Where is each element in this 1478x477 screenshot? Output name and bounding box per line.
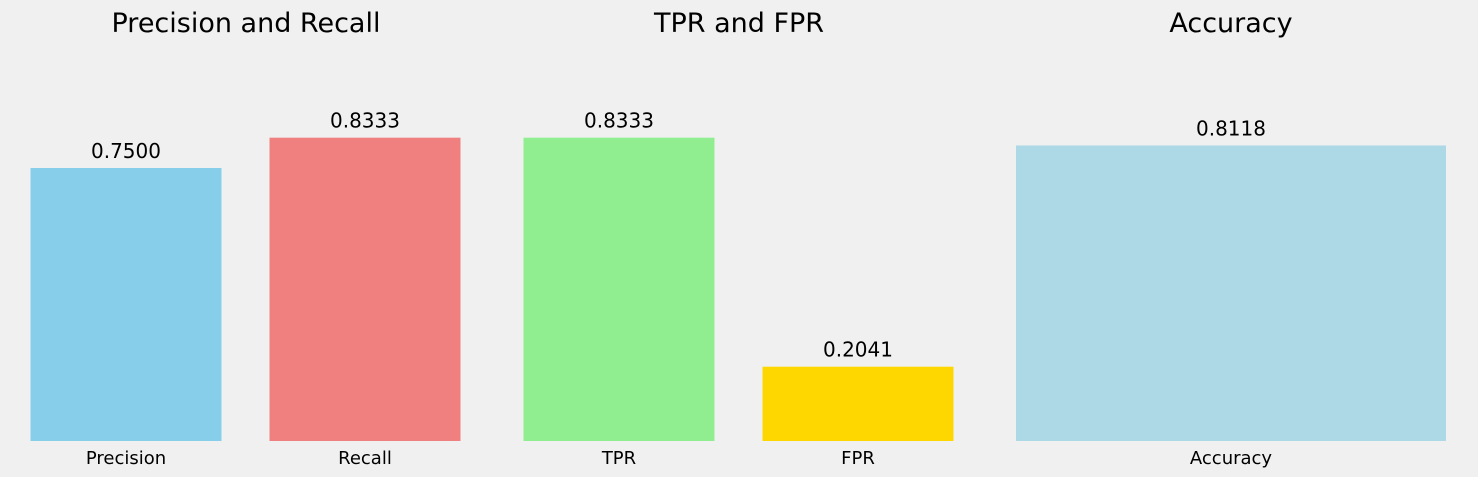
x-tick-label: Recall (338, 448, 392, 469)
chart-title: Precision and Recall (112, 8, 381, 39)
bar-value-label: 0.8118 (1196, 117, 1266, 141)
bar-value-label: 0.2041 (823, 338, 893, 362)
bar-recall (269, 137, 461, 441)
bar-value-label: 0.7500 (91, 139, 161, 163)
chart-title: Accuracy (1169, 8, 1292, 39)
bar-tpr (523, 137, 715, 441)
bar-precision (30, 168, 222, 441)
bar-accuracy (1016, 145, 1446, 441)
bar-value-label: 0.8333 (584, 109, 654, 133)
panel-tpr-fpr: TPR and FPR 0.8333 TPR 0.2041 FPR (523, 8, 954, 469)
x-tick-label: Accuracy (1190, 448, 1273, 469)
panel-precision-recall: Precision and Recall 0.7500 Precision 0.83… (30, 8, 461, 469)
bar-value-label: 0.8333 (330, 109, 400, 133)
x-tick-label: FPR (841, 448, 875, 469)
panel-accuracy: Accuracy 0.8118 Accuracy (1016, 8, 1446, 469)
bar-fpr (762, 366, 954, 441)
chart-title: TPR and FPR (653, 8, 824, 39)
x-tick-label: Precision (86, 448, 166, 469)
x-tick-label: TPR (601, 448, 636, 469)
